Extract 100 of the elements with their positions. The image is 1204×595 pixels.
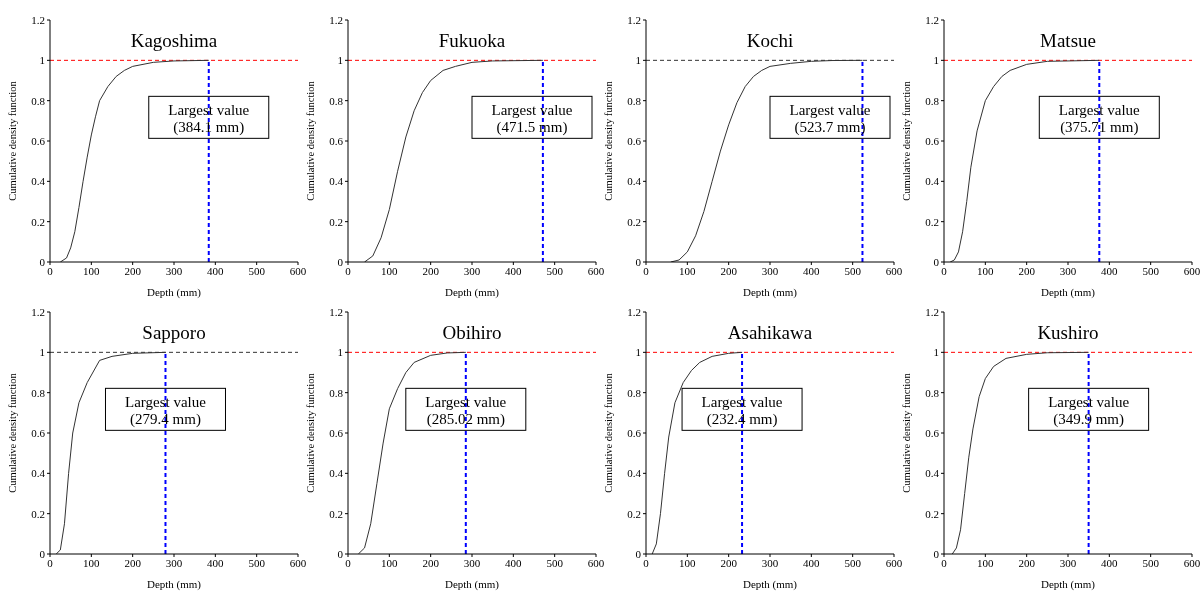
text: Asahikawa bbox=[726, 322, 814, 344]
y-tick-label: 0.8 bbox=[31, 94, 46, 107]
y-tick-label: 0.2 bbox=[627, 215, 641, 228]
ref-line-label: Largest value (232.4 mm) bbox=[701, 394, 783, 429]
x-tick-label: 200 bbox=[422, 264, 440, 277]
text: Kochi bbox=[745, 30, 795, 52]
y-tick-label: 0 bbox=[635, 547, 642, 560]
y-tick-label: 1.2 bbox=[627, 305, 641, 318]
y-tick-label: 1 bbox=[635, 346, 641, 359]
x-tick-label: 0 bbox=[941, 264, 948, 277]
x-tick-label: 300 bbox=[761, 264, 779, 277]
x-axis-title: Depth (mm) bbox=[742, 578, 798, 591]
y-tick-label: 1.2 bbox=[31, 305, 45, 318]
x-tick-label: 400 bbox=[803, 264, 821, 277]
x-tick-label: 600 bbox=[587, 556, 605, 569]
y-tick-label: 0.2 bbox=[31, 507, 45, 520]
x-tick-label: 300 bbox=[165, 556, 183, 569]
x-tick-label: 600 bbox=[587, 264, 605, 277]
text: Fukuoka bbox=[437, 30, 507, 52]
x-axis-title: Depth (mm) bbox=[1040, 286, 1096, 299]
y-tick-label: 0.8 bbox=[627, 386, 642, 399]
x-tick-label: 500 bbox=[546, 264, 564, 277]
x-tick-label: 200 bbox=[1018, 556, 1036, 569]
y-tick-label: 0.6 bbox=[627, 426, 642, 439]
x-tick-label: 100 bbox=[679, 264, 697, 277]
y-tick-label: 0.4 bbox=[329, 175, 344, 188]
y-tick-label: 0.8 bbox=[329, 94, 344, 107]
y-tick-label: 1 bbox=[39, 346, 45, 359]
y-tick-label: 0.8 bbox=[925, 94, 940, 107]
y-tick-label: 0.6 bbox=[925, 426, 940, 439]
x-tick-label: 100 bbox=[83, 556, 101, 569]
x-tick-label: 500 bbox=[248, 264, 266, 277]
y-tick-label: 0.2 bbox=[925, 215, 939, 228]
x-axis-title: Depth (mm) bbox=[444, 286, 500, 299]
x-tick-label: 0 bbox=[941, 556, 948, 569]
x-tick-label: 100 bbox=[977, 264, 995, 277]
x-tick-label: 100 bbox=[679, 556, 697, 569]
y-tick-label: 0 bbox=[39, 547, 46, 560]
text: Obihiro bbox=[441, 322, 503, 344]
y-tick-label: 0 bbox=[337, 255, 344, 268]
y-tick-label: 1.2 bbox=[31, 13, 45, 26]
y-tick-label: 1.2 bbox=[925, 305, 939, 318]
x-tick-label: 300 bbox=[463, 556, 481, 569]
y-tick-label: 0.8 bbox=[925, 386, 940, 399]
x-tick-label: 0 bbox=[47, 264, 54, 277]
y-tick-label: 0 bbox=[337, 547, 344, 560]
x-tick-label: 100 bbox=[381, 264, 399, 277]
y-tick-label: 0 bbox=[933, 255, 940, 268]
x-tick-label: 100 bbox=[977, 556, 995, 569]
y-tick-label: 0.2 bbox=[925, 507, 939, 520]
y-axis-title: Cumulative density function bbox=[6, 372, 18, 493]
y-tick-label: 0.4 bbox=[925, 467, 940, 480]
y-axis-title: Cumulative density function bbox=[6, 80, 18, 201]
y-tick-label: 0.8 bbox=[31, 386, 46, 399]
x-tick-label: 300 bbox=[1059, 556, 1077, 569]
y-tick-label: 0.4 bbox=[627, 467, 642, 480]
ref-line-label: Largest value (285.02 mm) bbox=[425, 394, 507, 429]
y-tick-label: 0.4 bbox=[31, 467, 46, 480]
x-tick-label: 300 bbox=[761, 556, 779, 569]
x-tick-label: 400 bbox=[803, 556, 821, 569]
x-tick-label: 400 bbox=[1101, 264, 1119, 277]
y-axis-title: Cumulative density function bbox=[900, 80, 912, 201]
ref-line-label: Largest value (375.71 mm) bbox=[1058, 102, 1141, 137]
text: Kagoshima bbox=[129, 30, 219, 52]
y-tick-label: 0.4 bbox=[31, 175, 46, 188]
x-tick-label: 300 bbox=[463, 264, 481, 277]
y-axis-title: Cumulative density function bbox=[900, 372, 912, 493]
x-tick-label: 200 bbox=[422, 556, 440, 569]
ref-line-label: Largest value (279.4 mm) bbox=[125, 394, 207, 429]
text: Matsue bbox=[1039, 30, 1097, 52]
y-tick-label: 1 bbox=[933, 54, 939, 67]
y-tick-label: 0 bbox=[933, 547, 940, 560]
y-tick-label: 1 bbox=[337, 54, 343, 67]
y-axis-title: Cumulative density function bbox=[602, 372, 614, 493]
x-tick-label: 200 bbox=[720, 264, 738, 277]
x-tick-label: 600 bbox=[885, 556, 903, 569]
y-tick-label: 0 bbox=[39, 255, 46, 268]
x-tick-label: 200 bbox=[124, 264, 142, 277]
x-tick-label: 500 bbox=[1142, 264, 1160, 277]
y-tick-label: 0.4 bbox=[329, 467, 344, 480]
y-tick-label: 1.2 bbox=[627, 13, 641, 26]
x-tick-label: 600 bbox=[885, 264, 903, 277]
y-tick-label: 0.6 bbox=[31, 134, 46, 147]
x-tick-label: 500 bbox=[546, 556, 564, 569]
y-tick-label: 1 bbox=[39, 54, 45, 67]
x-tick-label: 600 bbox=[289, 556, 307, 569]
x-tick-label: 400 bbox=[1101, 556, 1119, 569]
x-axis-title: Depth (mm) bbox=[742, 286, 798, 299]
x-tick-label: 400 bbox=[207, 264, 225, 277]
x-tick-label: 200 bbox=[124, 556, 142, 569]
x-tick-label: 0 bbox=[345, 556, 352, 569]
x-tick-label: 500 bbox=[1142, 556, 1160, 569]
x-tick-label: 500 bbox=[844, 264, 862, 277]
x-tick-label: 600 bbox=[289, 264, 307, 277]
x-axis-title: Depth (mm) bbox=[1040, 578, 1096, 591]
y-tick-label: 0.6 bbox=[627, 134, 642, 147]
x-tick-label: 600 bbox=[1183, 264, 1201, 277]
y-axis-title: Cumulative density function bbox=[602, 80, 614, 201]
x-tick-label: 500 bbox=[844, 556, 862, 569]
y-tick-label: 0.2 bbox=[627, 507, 641, 520]
